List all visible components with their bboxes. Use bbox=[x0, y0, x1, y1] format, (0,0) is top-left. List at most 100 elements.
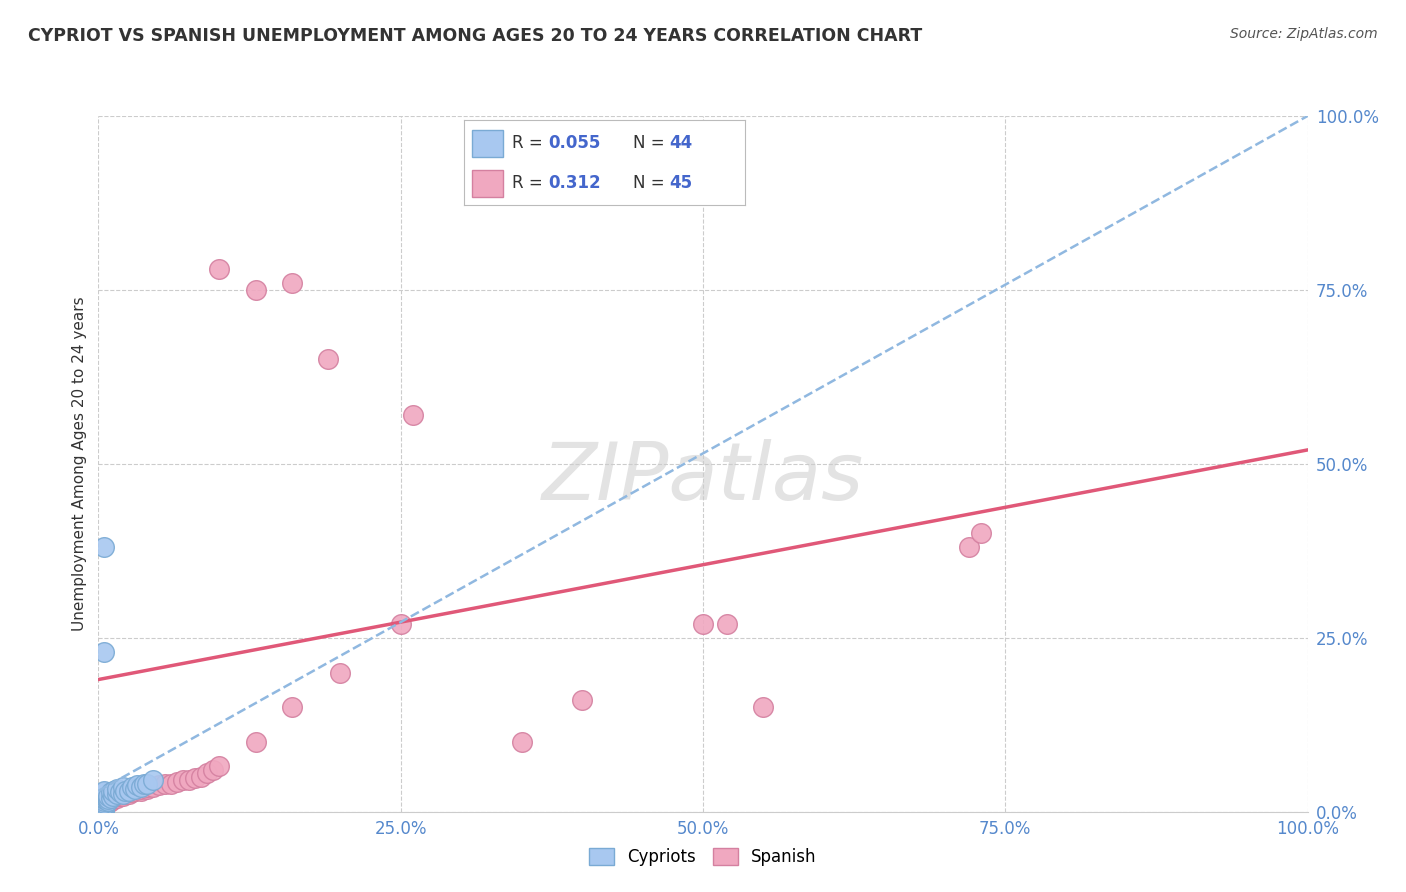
Point bbox=[93, 797, 115, 812]
Point bbox=[177, 773, 201, 788]
Point bbox=[716, 616, 738, 631]
Point bbox=[184, 772, 207, 786]
Text: N =: N = bbox=[633, 135, 669, 153]
Point bbox=[105, 789, 128, 804]
Point bbox=[208, 759, 231, 773]
Point bbox=[118, 785, 141, 799]
Point bbox=[124, 782, 146, 797]
Point bbox=[105, 782, 128, 797]
Point bbox=[97, 794, 120, 808]
Point bbox=[142, 773, 165, 788]
Point bbox=[281, 700, 304, 714]
Point bbox=[93, 788, 115, 801]
Point bbox=[93, 801, 115, 815]
Point bbox=[752, 700, 775, 714]
Text: 0.055: 0.055 bbox=[548, 135, 600, 153]
Point bbox=[100, 794, 122, 808]
Point bbox=[135, 777, 157, 791]
Point bbox=[135, 782, 157, 797]
Point bbox=[93, 801, 115, 815]
Text: CYPRIOT VS SPANISH UNEMPLOYMENT AMONG AGES 20 TO 24 YEARS CORRELATION CHART: CYPRIOT VS SPANISH UNEMPLOYMENT AMONG AG… bbox=[28, 27, 922, 45]
Point bbox=[101, 789, 124, 804]
Text: 44: 44 bbox=[669, 135, 693, 153]
Point bbox=[97, 789, 120, 804]
Point bbox=[114, 784, 136, 798]
Point bbox=[93, 801, 115, 815]
Point bbox=[129, 784, 152, 798]
Point bbox=[93, 801, 115, 815]
Point bbox=[93, 797, 115, 811]
Point bbox=[129, 780, 152, 795]
Text: R =: R = bbox=[512, 135, 548, 153]
Point bbox=[93, 794, 115, 808]
Point bbox=[111, 788, 134, 801]
Y-axis label: Unemployment Among Ages 20 to 24 years: Unemployment Among Ages 20 to 24 years bbox=[72, 296, 87, 632]
Point bbox=[202, 763, 225, 777]
Text: ZIPatlas: ZIPatlas bbox=[541, 439, 865, 516]
Point bbox=[100, 790, 122, 805]
Point bbox=[134, 777, 156, 791]
Point bbox=[245, 735, 267, 749]
Point bbox=[93, 645, 115, 659]
Point bbox=[148, 778, 170, 792]
Point bbox=[93, 801, 115, 815]
Point bbox=[166, 775, 188, 789]
Point bbox=[93, 785, 115, 799]
Text: 0.312: 0.312 bbox=[548, 174, 600, 192]
Bar bbox=[472, 129, 503, 157]
Point bbox=[135, 780, 157, 795]
Point bbox=[93, 789, 115, 804]
Point bbox=[195, 766, 218, 780]
Point bbox=[93, 797, 115, 812]
Point bbox=[108, 789, 131, 804]
Legend: Cypriots, Spanish: Cypriots, Spanish bbox=[582, 841, 824, 873]
Point bbox=[93, 801, 115, 815]
Text: Source: ZipAtlas.com: Source: ZipAtlas.com bbox=[1230, 27, 1378, 41]
Point bbox=[121, 780, 143, 795]
Point bbox=[93, 801, 115, 815]
Point bbox=[93, 790, 115, 805]
Point bbox=[142, 780, 165, 795]
Point bbox=[93, 801, 115, 815]
Point bbox=[208, 262, 231, 277]
Point bbox=[105, 788, 128, 801]
Point bbox=[93, 797, 115, 811]
Point bbox=[510, 735, 533, 749]
Point bbox=[101, 792, 124, 806]
Point bbox=[93, 792, 115, 806]
Point bbox=[957, 541, 980, 555]
Point bbox=[93, 799, 115, 814]
Point bbox=[127, 778, 149, 792]
Point bbox=[97, 797, 120, 811]
Text: 45: 45 bbox=[669, 174, 692, 192]
Point bbox=[100, 792, 122, 806]
Point bbox=[105, 790, 128, 805]
Point bbox=[93, 792, 115, 806]
Point bbox=[93, 541, 115, 555]
Point bbox=[571, 693, 593, 707]
Point bbox=[389, 616, 412, 631]
Point bbox=[101, 790, 124, 805]
Point bbox=[108, 785, 131, 799]
Point bbox=[93, 799, 115, 814]
Point bbox=[124, 784, 146, 798]
Point bbox=[93, 801, 115, 815]
Point bbox=[93, 801, 115, 815]
Bar bbox=[472, 169, 503, 196]
Point bbox=[172, 773, 194, 788]
Point bbox=[93, 801, 115, 815]
Point bbox=[97, 794, 120, 808]
Point bbox=[93, 794, 115, 808]
Text: R =: R = bbox=[512, 174, 548, 192]
Point bbox=[190, 770, 212, 784]
Point bbox=[970, 526, 993, 541]
Point bbox=[97, 792, 120, 806]
Point bbox=[153, 777, 176, 791]
Point bbox=[281, 276, 304, 290]
Point bbox=[124, 782, 146, 797]
Point bbox=[118, 788, 141, 801]
Point bbox=[692, 616, 714, 631]
Point bbox=[111, 789, 134, 804]
Point bbox=[121, 785, 143, 799]
Point bbox=[245, 283, 267, 297]
